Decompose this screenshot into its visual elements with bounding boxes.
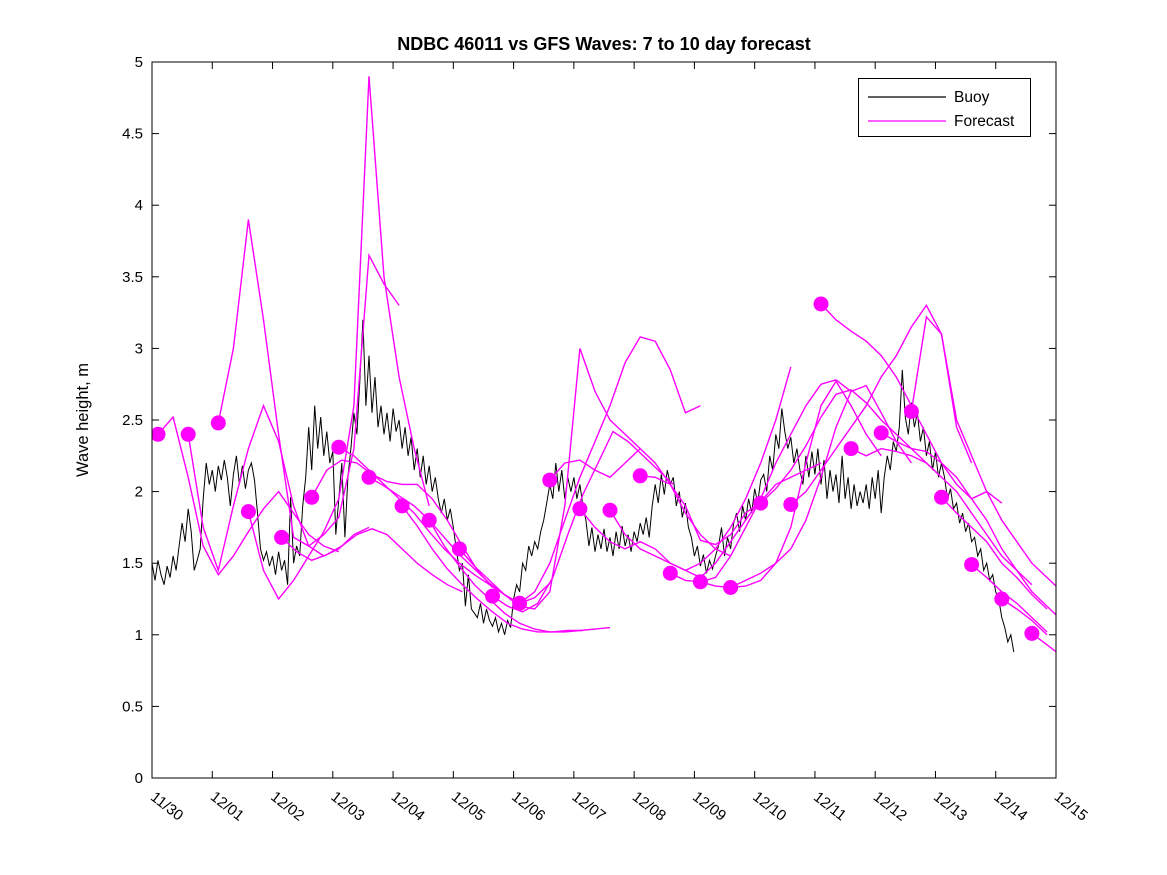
forecast-line <box>217 219 400 547</box>
x-tick-label: 12/12 <box>870 788 910 825</box>
y-tick-label: 2.5 <box>122 412 143 429</box>
forecast-start-marker <box>783 497 799 512</box>
axis-tick-labels: 11/30 12/01 12/02 12/03 12/04 12/05 12/06 12/07… <box>122 54 1091 825</box>
x-tick-label: 12/05 <box>448 788 488 825</box>
x-tick-label: 12/09 <box>689 788 729 825</box>
forecast-start-marker <box>662 565 678 581</box>
forecast-start-marker <box>723 580 739 595</box>
x-tick-label: 12/06 <box>508 788 548 825</box>
x-tick-label: 12/10 <box>749 788 789 825</box>
forecast-start-marker <box>934 489 949 505</box>
y-tick-label: 0.5 <box>122 698 143 715</box>
x-tick-label: 12/11 <box>810 789 849 825</box>
x-tick-label: 12/01 <box>207 788 247 825</box>
forecast-start-marker <box>1024 625 1040 641</box>
forecast-line <box>157 415 340 576</box>
forecast-start-marker <box>421 512 437 528</box>
forecast-start-marker <box>753 495 769 511</box>
forecast-line <box>971 564 1048 633</box>
legend-forecast-label: Forecast <box>954 113 1015 130</box>
forecast-start-marker <box>632 468 648 484</box>
forecast-start-marker <box>873 425 889 441</box>
forecast-start-marker <box>152 426 166 442</box>
forecast-line <box>549 447 731 557</box>
x-tick-label: 12/04 <box>388 788 428 825</box>
forecast-start-marker <box>331 439 347 455</box>
y-tick-label: 1 <box>135 627 143 644</box>
x-tick-label: 11/30 <box>147 789 186 825</box>
forecast-start-marker <box>394 498 410 514</box>
forecast-line <box>187 403 370 573</box>
forecast-start-marker <box>485 588 500 604</box>
y-tick-label: 5 <box>135 54 143 71</box>
forecast-start-marker <box>274 529 290 545</box>
axis-ticks <box>151 61 1057 779</box>
forecast-line <box>910 315 1056 588</box>
forecast-line <box>247 76 430 601</box>
buoy-line <box>152 319 1015 653</box>
x-tick-label: 12/08 <box>629 788 669 825</box>
x-tick-label: 12/02 <box>267 788 307 825</box>
plot-area <box>152 76 1056 653</box>
y-tick-label: 2 <box>135 484 143 501</box>
forecast-start-marker <box>602 502 618 518</box>
legend-box <box>858 78 1031 137</box>
forecast-line <box>492 430 674 613</box>
forecast-start-marker <box>572 501 588 517</box>
forecast-line <box>609 366 792 572</box>
forecast-start-marker <box>210 415 226 431</box>
forecast-start-marker <box>304 489 320 505</box>
forecast-line <box>458 348 641 610</box>
forecast-start-marker <box>692 574 708 590</box>
forecast-start-marker <box>240 504 256 520</box>
legend: Buoy Forecast <box>858 78 1031 137</box>
forecast-start-marker <box>361 469 377 485</box>
y-tick-label: 4.5 <box>122 126 143 143</box>
x-tick-label: 12/14 <box>990 788 1030 825</box>
forecast-line <box>640 462 822 546</box>
forecast-line <box>940 496 1048 610</box>
forecast-line <box>880 432 1056 616</box>
forecast-start-marker <box>180 426 196 442</box>
forecast-line <box>519 336 701 604</box>
chart-title: NDBC 46011 vs GFS Waves: 7 to 10 day for… <box>397 34 811 54</box>
forecast-start-marker <box>994 591 1010 607</box>
forecast-line <box>850 447 1033 586</box>
forecast-start-marker <box>542 472 558 488</box>
forecast-line <box>1001 598 1048 636</box>
y-tick-label: 3 <box>135 340 143 357</box>
y-tick-label: 1.5 <box>122 555 143 572</box>
y-tick-label: 0 <box>135 770 143 787</box>
forecast-start-marker <box>451 541 467 557</box>
forecast-start-marker <box>903 403 919 419</box>
forecast-start-marker <box>843 441 859 457</box>
forecast-line <box>428 519 611 633</box>
forecast-line <box>281 528 463 593</box>
y-tick-label: 4 <box>135 197 143 214</box>
forecast-start-marker <box>512 595 528 611</box>
forecast-start-marker <box>964 557 980 573</box>
forecast-line <box>790 304 973 506</box>
x-tick-label: 12/03 <box>328 788 368 825</box>
y-tick-label: 3.5 <box>122 269 143 286</box>
x-tick-label: 12/15 <box>1051 788 1091 825</box>
x-tick-label: 12/07 <box>569 788 609 825</box>
legend-buoy-label: Buoy <box>954 89 990 106</box>
y-axis-label: Wave height, m <box>74 363 92 477</box>
forecast-start-marker <box>813 296 829 312</box>
forecast-line <box>730 384 912 589</box>
x-tick-label: 12/13 <box>930 788 970 825</box>
